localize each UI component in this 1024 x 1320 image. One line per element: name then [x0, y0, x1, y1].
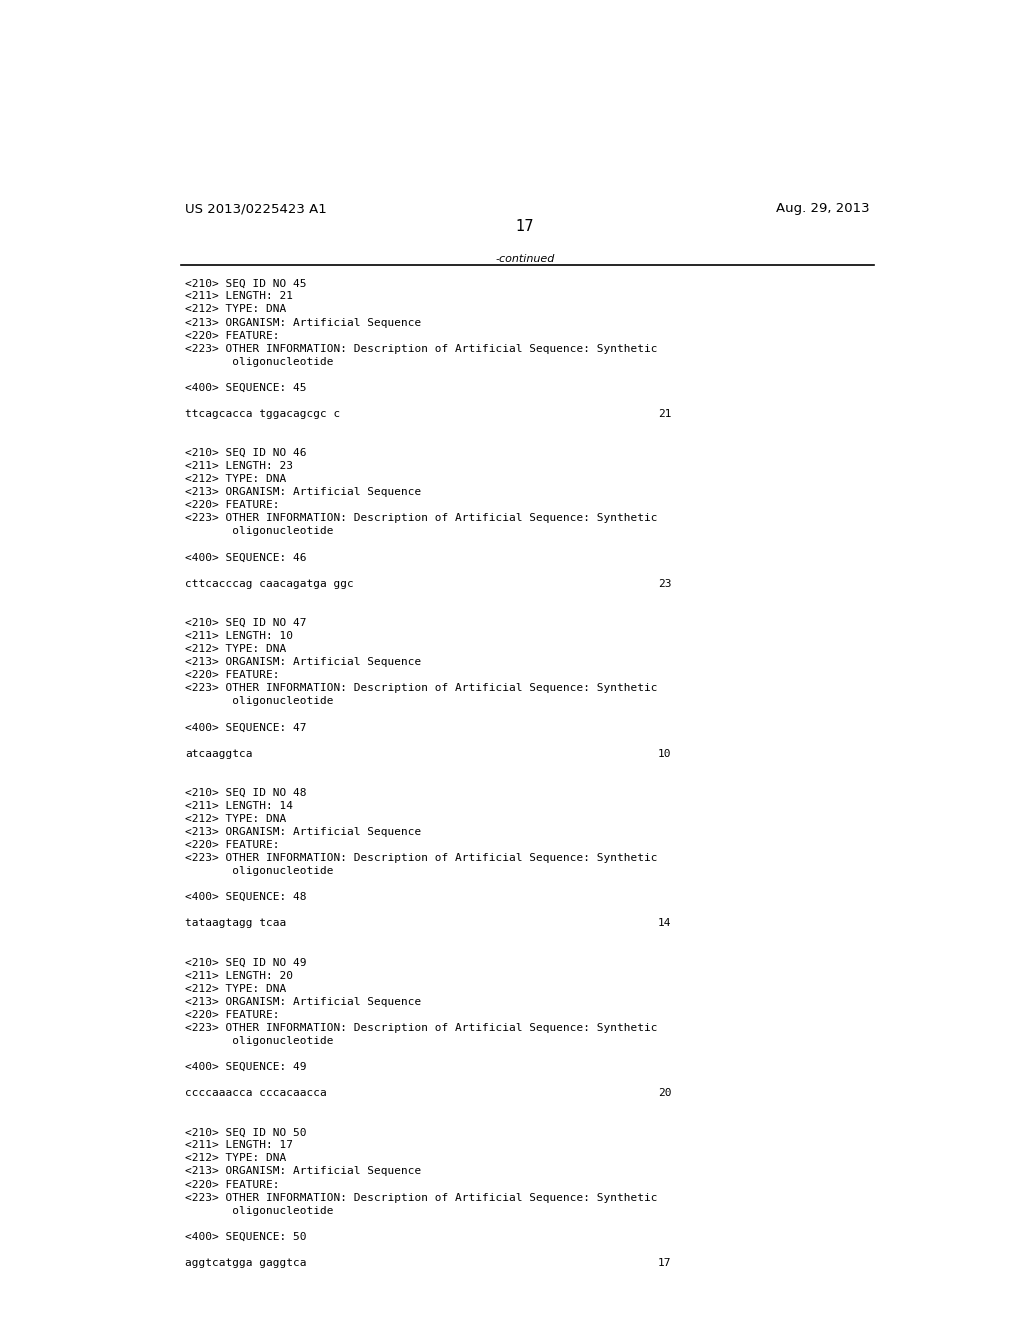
Text: oligonucleotide: oligonucleotide	[185, 866, 334, 876]
Text: <220> FEATURE:: <220> FEATURE:	[185, 1180, 280, 1189]
Text: <223> OTHER INFORMATION: Description of Artificial Sequence: Synthetic: <223> OTHER INFORMATION: Description of …	[185, 1192, 657, 1203]
Text: 10: 10	[658, 748, 672, 759]
Text: <211> LENGTH: 20: <211> LENGTH: 20	[185, 970, 293, 981]
Text: <210> SEQ ID NO 50: <210> SEQ ID NO 50	[185, 1127, 306, 1138]
Text: <223> OTHER INFORMATION: Description of Artificial Sequence: Synthetic: <223> OTHER INFORMATION: Description of …	[185, 343, 657, 354]
Text: <213> ORGANISM: Artificial Sequence: <213> ORGANISM: Artificial Sequence	[185, 997, 422, 1007]
Text: tataagtagg tcaa: tataagtagg tcaa	[185, 919, 287, 928]
Text: <211> LENGTH: 14: <211> LENGTH: 14	[185, 801, 293, 810]
Text: atcaaggtca: atcaaggtca	[185, 748, 253, 759]
Text: <210> SEQ ID NO 49: <210> SEQ ID NO 49	[185, 957, 306, 968]
Text: <220> FEATURE:: <220> FEATURE:	[185, 1010, 280, 1020]
Text: <211> LENGTH: 17: <211> LENGTH: 17	[185, 1140, 293, 1150]
Text: <223> OTHER INFORMATION: Description of Artificial Sequence: Synthetic: <223> OTHER INFORMATION: Description of …	[185, 853, 657, 863]
Text: <211> LENGTH: 23: <211> LENGTH: 23	[185, 461, 293, 471]
Text: <213> ORGANISM: Artificial Sequence: <213> ORGANISM: Artificial Sequence	[185, 1167, 422, 1176]
Text: <400> SEQUENCE: 46: <400> SEQUENCE: 46	[185, 553, 306, 562]
Text: <211> LENGTH: 10: <211> LENGTH: 10	[185, 631, 293, 642]
Text: <210> SEQ ID NO 47: <210> SEQ ID NO 47	[185, 618, 306, 628]
Text: 23: 23	[658, 578, 672, 589]
Text: <223> OTHER INFORMATION: Description of Artificial Sequence: Synthetic: <223> OTHER INFORMATION: Description of …	[185, 513, 657, 524]
Text: <210> SEQ ID NO 45: <210> SEQ ID NO 45	[185, 279, 306, 288]
Text: <212> TYPE: DNA: <212> TYPE: DNA	[185, 814, 287, 824]
Text: <212> TYPE: DNA: <212> TYPE: DNA	[185, 1154, 287, 1163]
Text: <400> SEQUENCE: 48: <400> SEQUENCE: 48	[185, 892, 306, 902]
Text: <223> OTHER INFORMATION: Description of Artificial Sequence: Synthetic: <223> OTHER INFORMATION: Description of …	[185, 684, 657, 693]
Text: <213> ORGANISM: Artificial Sequence: <213> ORGANISM: Artificial Sequence	[185, 657, 422, 667]
Text: Aug. 29, 2013: Aug. 29, 2013	[776, 202, 870, 215]
Text: oligonucleotide: oligonucleotide	[185, 1036, 334, 1045]
Text: 21: 21	[658, 409, 672, 418]
Text: US 2013/0225423 A1: US 2013/0225423 A1	[185, 202, 327, 215]
Text: <213> ORGANISM: Artificial Sequence: <213> ORGANISM: Artificial Sequence	[185, 487, 422, 498]
Text: aggtcatgga gaggtca: aggtcatgga gaggtca	[185, 1258, 306, 1269]
Text: oligonucleotide: oligonucleotide	[185, 1205, 334, 1216]
Text: 20: 20	[658, 1088, 672, 1098]
Text: cttcacccag caacagatga ggc: cttcacccag caacagatga ggc	[185, 578, 354, 589]
Text: <212> TYPE: DNA: <212> TYPE: DNA	[185, 474, 287, 484]
Text: 14: 14	[658, 919, 672, 928]
Text: <400> SEQUENCE: 50: <400> SEQUENCE: 50	[185, 1232, 306, 1242]
Text: <400> SEQUENCE: 47: <400> SEQUENCE: 47	[185, 722, 306, 733]
Text: <213> ORGANISM: Artificial Sequence: <213> ORGANISM: Artificial Sequence	[185, 318, 422, 327]
Text: 17: 17	[658, 1258, 672, 1269]
Text: <212> TYPE: DNA: <212> TYPE: DNA	[185, 983, 287, 994]
Text: <400> SEQUENCE: 49: <400> SEQUENCE: 49	[185, 1063, 306, 1072]
Text: <212> TYPE: DNA: <212> TYPE: DNA	[185, 305, 287, 314]
Text: <223> OTHER INFORMATION: Description of Artificial Sequence: Synthetic: <223> OTHER INFORMATION: Description of …	[185, 1023, 657, 1032]
Text: 17: 17	[515, 219, 535, 235]
Text: <211> LENGTH: 21: <211> LENGTH: 21	[185, 292, 293, 301]
Text: ccccaaacca cccacaacca: ccccaaacca cccacaacca	[185, 1088, 327, 1098]
Text: <400> SEQUENCE: 45: <400> SEQUENCE: 45	[185, 383, 306, 393]
Text: -continued: -continued	[496, 253, 554, 264]
Text: <220> FEATURE:: <220> FEATURE:	[185, 500, 280, 511]
Text: <213> ORGANISM: Artificial Sequence: <213> ORGANISM: Artificial Sequence	[185, 826, 422, 837]
Text: ttcagcacca tggacagcgc c: ttcagcacca tggacagcgc c	[185, 409, 340, 418]
Text: <220> FEATURE:: <220> FEATURE:	[185, 840, 280, 850]
Text: <210> SEQ ID NO 46: <210> SEQ ID NO 46	[185, 447, 306, 458]
Text: oligonucleotide: oligonucleotide	[185, 696, 334, 706]
Text: <220> FEATURE:: <220> FEATURE:	[185, 330, 280, 341]
Text: oligonucleotide: oligonucleotide	[185, 356, 334, 367]
Text: <220> FEATURE:: <220> FEATURE:	[185, 671, 280, 680]
Text: oligonucleotide: oligonucleotide	[185, 527, 334, 536]
Text: <212> TYPE: DNA: <212> TYPE: DNA	[185, 644, 287, 653]
Text: <210> SEQ ID NO 48: <210> SEQ ID NO 48	[185, 788, 306, 797]
